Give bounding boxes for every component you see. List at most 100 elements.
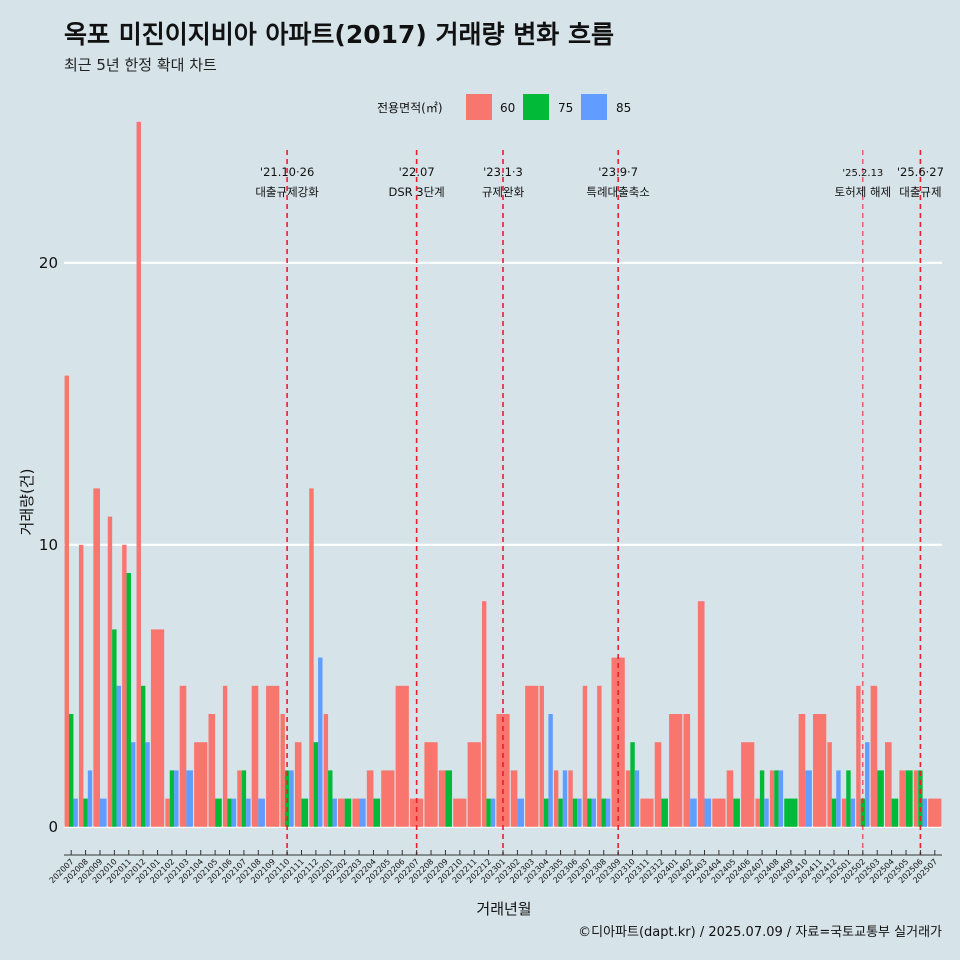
bar-75-202405 — [733, 798, 740, 827]
y-tick-label: 20 — [39, 254, 58, 272]
bar-75-202106 — [227, 798, 232, 827]
bar-85-202304 — [548, 714, 553, 827]
bar-85-202112 — [318, 657, 323, 827]
bar-75-202305 — [558, 798, 563, 827]
bar-60-202401 — [669, 714, 683, 827]
bar-75-202112 — [313, 742, 319, 827]
bar-60-202206 — [395, 685, 409, 827]
bar-60-202305 — [553, 770, 559, 827]
bar-60-202310 — [625, 770, 631, 827]
event-label: DSR 3단계 — [388, 185, 444, 199]
y-tick-label: 10 — [39, 536, 58, 554]
bar-75-202312 — [661, 798, 668, 827]
x-axis-title: 거래년월 — [476, 900, 531, 918]
bar-60-202404 — [712, 798, 726, 827]
event-lines: '21.10·26 대출규제강화 '22.07 DSR 3단계 '23.1·3 규제완화 '… — [255, 150, 944, 855]
bar-85-202012 — [145, 742, 150, 827]
bar-60-202207 — [410, 798, 424, 827]
bar-75-202011 — [126, 573, 131, 827]
bar-85-202407 — [764, 798, 769, 827]
bar-60-202109 — [266, 685, 280, 827]
bar-60-202505 — [899, 770, 907, 827]
bar-60-202406 — [741, 742, 755, 827]
event-label: 대출규제강화 — [255, 185, 319, 199]
bar-75-202007 — [68, 714, 74, 827]
bar-75-202012 — [140, 685, 146, 827]
event-label: 대출규제 — [899, 185, 941, 199]
bar-60-202101 — [150, 629, 165, 827]
bar-60-202501 — [841, 798, 847, 827]
bar-60-202112 — [309, 488, 314, 827]
bar-85-202009 — [99, 798, 107, 827]
x-axis: 2020072020082020092020102020112020122021… — [48, 850, 942, 885]
bar-75-202102 — [169, 770, 175, 827]
bar-60-202311 — [640, 798, 654, 827]
bar-75-202209 — [445, 770, 453, 827]
bars — [64, 121, 942, 827]
bar-75-202212 — [486, 798, 491, 827]
y-axis-title: 거래량(건) — [18, 469, 36, 536]
bar-85-202410 — [805, 770, 812, 827]
legend-swatch-85 — [581, 94, 607, 120]
bar-75-202201 — [328, 770, 333, 827]
bar-60-202405 — [726, 770, 734, 827]
bar-60-202407 — [755, 798, 760, 827]
bar-75-202412 — [831, 798, 837, 827]
y-tick-label: 0 — [48, 818, 58, 836]
bar-85-202302 — [517, 798, 525, 827]
bar-75-202408 — [774, 770, 779, 827]
bar-75-202304 — [543, 798, 549, 827]
bar-60-202103 — [179, 685, 187, 827]
bar-60-202502 — [856, 685, 861, 827]
bar-60-202403 — [697, 601, 705, 827]
legend-swatch-75 — [523, 94, 549, 120]
bar-75-202502 — [860, 798, 866, 827]
bar-85-202412 — [836, 770, 841, 827]
legend-label-60: 60 — [500, 101, 515, 115]
event-date-label: '25.2.13 — [842, 168, 883, 179]
bar-60-202307 — [582, 685, 588, 827]
legend-title: 전용면적(㎡) — [377, 101, 443, 115]
bar-85-202011 — [130, 742, 136, 827]
bar-60-202111 — [294, 742, 302, 827]
bar-60-202211 — [467, 742, 481, 827]
bar-60-202104 — [194, 742, 208, 827]
chart-title: 옥포 미진이지비아 아파트(2017) 거래량 변화 흐름 — [64, 20, 614, 49]
bar-60-202412 — [827, 742, 832, 827]
bar-60-202107 — [237, 770, 242, 827]
bar-60-202302 — [510, 770, 518, 827]
event-date-label: '21.10·26 — [260, 165, 314, 179]
bar-85-202108 — [258, 798, 265, 827]
bar-75-202111 — [301, 798, 309, 827]
event-date-label: '23.1·3 — [483, 165, 523, 179]
bar-60-202303 — [525, 685, 539, 827]
legend: 전용면적(㎡) 60 75 85 — [377, 94, 631, 120]
bar-60-202312 — [654, 742, 662, 827]
bar-60-202205 — [381, 770, 395, 827]
bar-85-202310 — [634, 770, 640, 827]
bar-75-202409 — [784, 798, 798, 827]
legend-swatch-60 — [466, 94, 492, 120]
caption: ©디아파트(dapt.kr) / 2025.07.09 / 자료=국토교통부 실… — [578, 925, 942, 940]
bar-85-202506 — [922, 798, 928, 827]
bar-85-202408 — [778, 770, 784, 827]
event-label: 특례대출축소 — [586, 185, 649, 199]
bar-60-202010 — [107, 516, 113, 827]
bar-60-202306 — [568, 770, 573, 827]
bar-60-202308 — [597, 685, 602, 827]
bar-60-202507 — [928, 798, 942, 827]
bar-75-202503 — [877, 770, 884, 827]
bar-85-202007 — [73, 798, 78, 827]
bar-60-202108 — [251, 685, 259, 827]
bar-60-202204 — [366, 770, 374, 827]
bar-75-202308 — [601, 798, 606, 827]
bar-85-202308 — [605, 798, 611, 827]
event-date-label: '23.9·7 — [598, 165, 638, 179]
bar-60-202504 — [885, 742, 892, 827]
bar-75-202306 — [572, 798, 578, 827]
legend-label-85: 85 — [616, 101, 631, 115]
bar-85-202102 — [174, 770, 179, 827]
bar-60-202110 — [280, 714, 285, 827]
bar-60-202208 — [424, 742, 438, 827]
